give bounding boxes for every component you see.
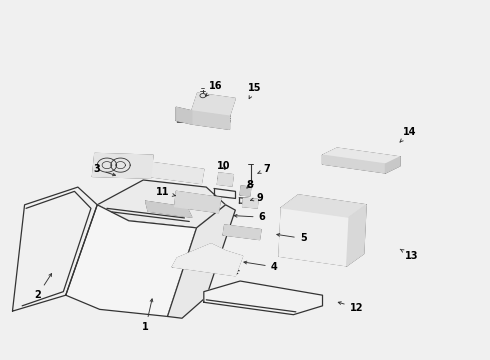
Text: 13: 13 <box>400 249 419 261</box>
Text: 2: 2 <box>34 274 51 300</box>
Polygon shape <box>279 208 349 266</box>
Polygon shape <box>12 187 97 311</box>
Polygon shape <box>97 180 225 228</box>
Polygon shape <box>146 201 192 217</box>
Polygon shape <box>148 162 204 184</box>
Polygon shape <box>204 281 322 315</box>
Text: 5: 5 <box>277 234 307 243</box>
Polygon shape <box>175 192 221 213</box>
Polygon shape <box>192 111 229 129</box>
Text: 15: 15 <box>248 83 262 99</box>
Polygon shape <box>66 205 196 316</box>
Polygon shape <box>347 205 366 266</box>
Text: 7: 7 <box>258 165 270 174</box>
Text: 12: 12 <box>338 302 363 312</box>
Text: 10: 10 <box>217 161 230 171</box>
Polygon shape <box>240 186 251 196</box>
Polygon shape <box>93 153 153 178</box>
Text: 3: 3 <box>94 165 116 176</box>
Polygon shape <box>168 205 235 318</box>
Polygon shape <box>223 225 261 239</box>
Text: 4: 4 <box>244 261 277 272</box>
Text: 14: 14 <box>400 127 416 142</box>
Polygon shape <box>243 198 258 208</box>
Polygon shape <box>281 195 366 217</box>
Polygon shape <box>218 173 233 186</box>
Polygon shape <box>172 244 243 276</box>
Text: 16: 16 <box>206 81 222 96</box>
Polygon shape <box>322 148 400 164</box>
Text: 1: 1 <box>142 299 153 332</box>
Polygon shape <box>386 157 400 173</box>
Polygon shape <box>192 93 235 116</box>
Text: 9: 9 <box>250 193 263 203</box>
Text: 6: 6 <box>234 212 265 222</box>
Text: 11: 11 <box>156 188 175 197</box>
Text: 8: 8 <box>246 180 253 190</box>
Polygon shape <box>322 155 386 173</box>
Polygon shape <box>176 107 192 124</box>
